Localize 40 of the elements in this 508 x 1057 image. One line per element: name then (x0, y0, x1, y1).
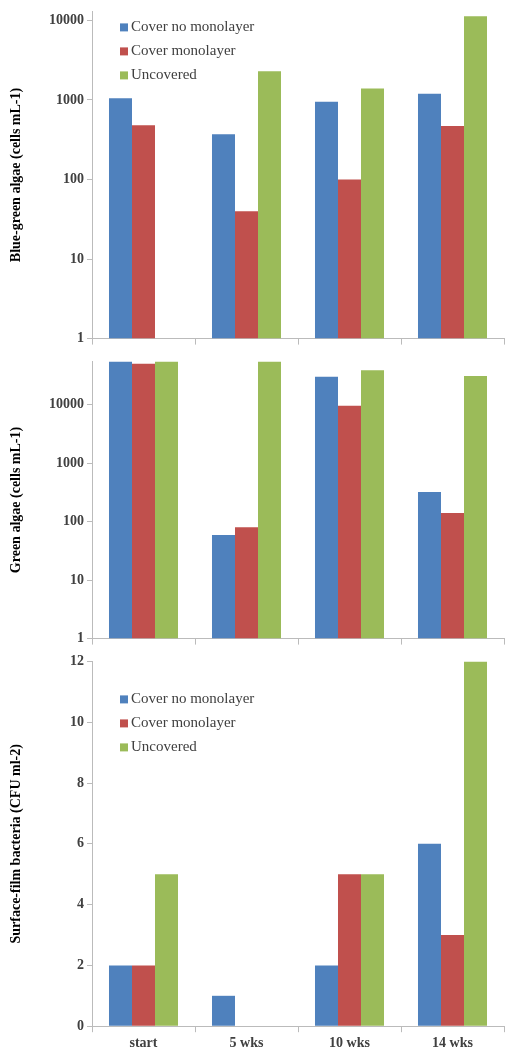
bar (441, 935, 464, 1026)
bar (132, 965, 155, 1026)
legend-label: Uncovered (131, 66, 198, 83)
legend-label: Cover no monolayer (131, 690, 255, 707)
bar (418, 843, 441, 1026)
y-tick-label: 100 (63, 513, 84, 529)
y-axis-title: Green algae (cells mL-1) (8, 426, 25, 574)
y-tick-label: 100 (63, 171, 84, 187)
y-axis-title: Surface-film bacteria (CFU ml-2) (8, 743, 25, 944)
bar (361, 874, 385, 1026)
y-tick-label: 10000 (49, 12, 84, 28)
x-tick-label: 5 wks (229, 1035, 264, 1051)
legend-label: Cover monolayer (131, 714, 236, 731)
y-tick-label: 0 (77, 1017, 84, 1033)
bar (109, 965, 132, 1026)
legend-label: Cover no monolayer (131, 18, 255, 35)
bar (155, 874, 179, 1026)
legend-label: Uncovered (131, 738, 198, 755)
y-tick-label: 6 (77, 835, 84, 851)
bar (212, 995, 235, 1026)
y-tick-label: 1000 (56, 454, 84, 470)
y-tick-label: 10 (70, 713, 84, 729)
y-tick-label: 10000 (49, 396, 84, 412)
bar (315, 965, 338, 1026)
y-tick-label: 10 (70, 571, 84, 587)
y-tick-label: 10 (70, 250, 84, 266)
y-axis-title: Blue-green algae (cells mL-1) (8, 87, 25, 263)
y-tick-label: 1 (77, 330, 84, 346)
y-tick-label: 8 (77, 774, 84, 790)
y-tick-label: 12 (70, 653, 84, 669)
y-tick-label: 1 (77, 630, 84, 646)
bar (464, 661, 488, 1026)
y-tick-label: 2 (77, 957, 84, 973)
legend-label: Cover monolayer (131, 42, 236, 59)
bar (338, 874, 361, 1026)
x-tick-label: 10 wks (329, 1035, 371, 1051)
y-tick-label: 4 (77, 896, 84, 912)
x-tick-label: 14 wks (432, 1035, 474, 1051)
x-tick-label: start (129, 1035, 158, 1051)
y-tick-label: 1000 (56, 91, 84, 107)
